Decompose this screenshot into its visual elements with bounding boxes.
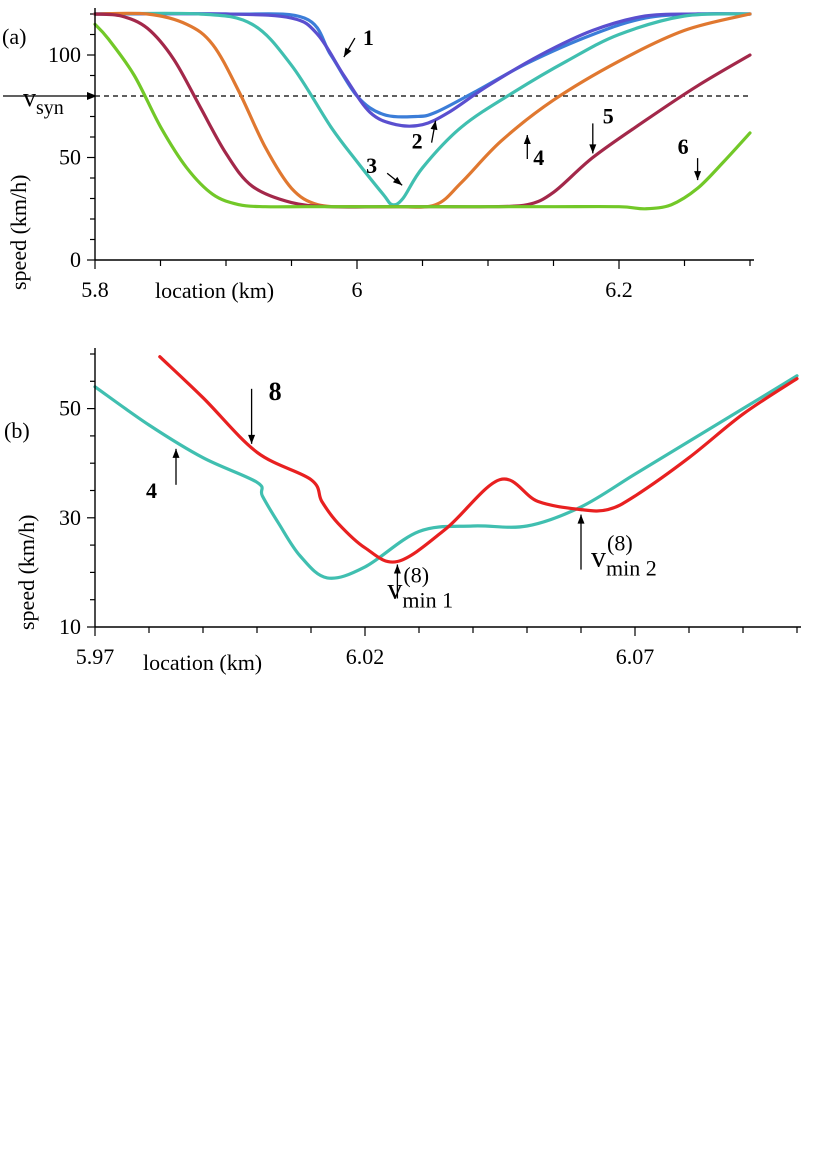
vsyn-arrow-head [87, 92, 97, 100]
annotation-4-0-arrow [172, 448, 180, 485]
curve-label-5: 5 [603, 103, 614, 128]
vmin-subscript: min 2 [606, 556, 657, 581]
annotation-v-3-arrow [577, 514, 585, 570]
annotation-4-0-arrow-head [172, 448, 180, 458]
annotation-vmin-2: vmin 1 [387, 572, 453, 612]
vsyn-reference: vsyn [3, 83, 750, 119]
panel-a-series [93, 11, 752, 211]
series-8-line [158, 355, 799, 564]
y-tick-label: 50 [59, 396, 81, 421]
annotation-1-0-arrow [343, 37, 356, 58]
vsyn-subscript: syn [36, 97, 64, 119]
annotation-1-0-arrow-head [343, 47, 352, 58]
annotation-8-1-arrow [248, 388, 256, 444]
curve-label-4: 4 [146, 478, 157, 503]
panel-b-ylabel: speed (km/h) [14, 515, 39, 630]
panel-a: (a) speed (km/h) location (km) 0 50 100 5.8… [2, 8, 754, 303]
series-3-line [93, 11, 752, 207]
x-tick-label: 5.8 [81, 277, 109, 302]
panel-a-xlabel: location (km) [155, 278, 274, 303]
annotation-v-2-arrow-head [393, 564, 401, 574]
curve-label-2: 2 [412, 129, 423, 154]
series-6-line [93, 22, 752, 211]
curve-label-8: 8 [269, 377, 282, 406]
vmin-symbol: v [591, 541, 606, 574]
annotation-v-2-arrow [393, 564, 401, 599]
annotation-2-1-arrow-head [430, 120, 438, 131]
vmin-superscript: (8) [607, 531, 633, 556]
panel-b-label: (b) [4, 418, 30, 443]
panel-a-ticks: 0 50 100 5.8 6 6.2 [48, 13, 751, 302]
annotation-4-3-arrow-head [523, 135, 531, 144]
annotation-6-5-arrow [694, 158, 702, 181]
annotation-vmin-3: vmin 2 [591, 541, 657, 581]
panel-a-axes [94, 8, 754, 261]
series-4-line [93, 374, 799, 580]
panel-b-xlabel: location (km) [143, 650, 262, 675]
panel-b-axes [94, 348, 801, 628]
panel-b-series [93, 355, 799, 580]
annotation-4-3-arrow [523, 135, 531, 159]
vsyn-symbol: v [23, 83, 36, 112]
annotation-3-2-arrow [386, 172, 403, 186]
x-tick-label: 5.97 [76, 644, 115, 669]
vmin-subscript: min 1 [402, 587, 453, 612]
x-tick-label: 6.07 [616, 644, 655, 669]
vmin-symbol: v [387, 572, 402, 605]
x-tick-label: 6 [352, 277, 363, 302]
annotation-2-1-arrow [430, 120, 438, 143]
curve-label-1: 1 [363, 25, 374, 50]
series-2-line [93, 12, 752, 128]
panel-b: (b) speed (km/h) location (km) 10 30 50 5.9… [4, 348, 801, 675]
panel-a-label: (a) [2, 24, 26, 49]
y-tick-label: 50 [59, 145, 81, 170]
annotation-5-4-arrow [589, 123, 597, 154]
vmin-superscript: (8) [403, 562, 429, 587]
panel-a-ylabel: speed (km/h) [6, 175, 31, 290]
vsyn-label: vsyn [23, 83, 64, 119]
y-tick-label: 0 [70, 247, 81, 272]
annotation-6-5-arrow-head [694, 171, 702, 181]
panel-a-annotations: 1 2 3 4 5 6 [343, 25, 702, 186]
curve-label-6: 6 [678, 134, 689, 159]
x-tick-label: 6.02 [346, 644, 385, 669]
panel-b-ticks: 10 30 50 5.97 6.02 6.07 [59, 353, 798, 669]
curve-label-3: 3 [366, 153, 377, 178]
curve-label-4: 4 [533, 145, 544, 170]
x-tick-label: 6.2 [605, 277, 633, 302]
y-tick-label: 10 [59, 614, 81, 639]
annotation-v-3-arrow-head [577, 514, 585, 524]
annotation-5-4-arrow-head [589, 144, 597, 154]
series-1-line [93, 12, 752, 119]
y-tick-label: 100 [48, 42, 81, 67]
annotation-3-2-arrow-head [392, 176, 403, 186]
y-tick-label: 30 [59, 505, 81, 530]
annotation-8-1-arrow-head [248, 434, 256, 444]
